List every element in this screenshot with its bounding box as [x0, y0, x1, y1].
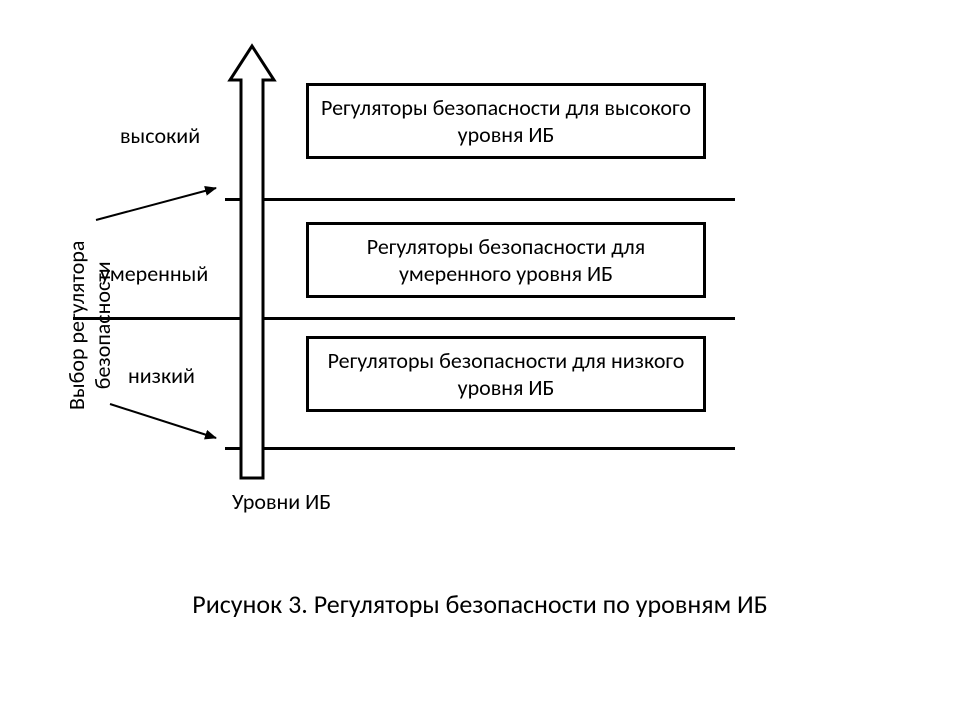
axis-label-text: Уровни ИБ [232, 488, 331, 515]
level-label-high: высокий [120, 122, 200, 149]
divider-middle [73, 317, 735, 320]
box-high: Регуляторы безопасности для высокого уро… [306, 83, 706, 159]
level-label-high-text: высокий [120, 122, 200, 149]
figure-caption-text: Рисунок 3. Регуляторы безопасности по ур… [192, 588, 767, 620]
level-label-medium: умеренный [100, 260, 208, 287]
axis-label: Уровни ИБ [232, 488, 331, 515]
divider-top [225, 198, 735, 201]
box-medium-text: Регуляторы безопасности для умеренного у… [319, 233, 693, 288]
box-medium: Регуляторы безопасности для умеренного у… [306, 222, 706, 298]
vertical-axis-label: Выбор регулятора безопасности [64, 241, 116, 410]
level-label-medium-text: умеренный [100, 260, 208, 287]
diagram-canvas: Регуляторы безопасности для высокого уро… [0, 0, 960, 720]
divider-bottom [225, 447, 735, 450]
level-label-low: низкий [128, 362, 195, 389]
box-low-text: Регуляторы безопасности для низкого уров… [319, 347, 693, 402]
figure-caption: Рисунок 3. Регуляторы безопасности по ур… [108, 588, 852, 620]
level-label-low-text: низкий [128, 362, 195, 389]
vertical-axis-label-line1: Выбор регулятора [64, 241, 90, 410]
box-high-text: Регуляторы безопасности для высокого уро… [319, 94, 693, 149]
levels-arrow-icon [230, 46, 274, 478]
vertical-axis-label-line2: безопасности [90, 241, 116, 410]
box-low: Регуляторы безопасности для низкого уров… [306, 336, 706, 412]
